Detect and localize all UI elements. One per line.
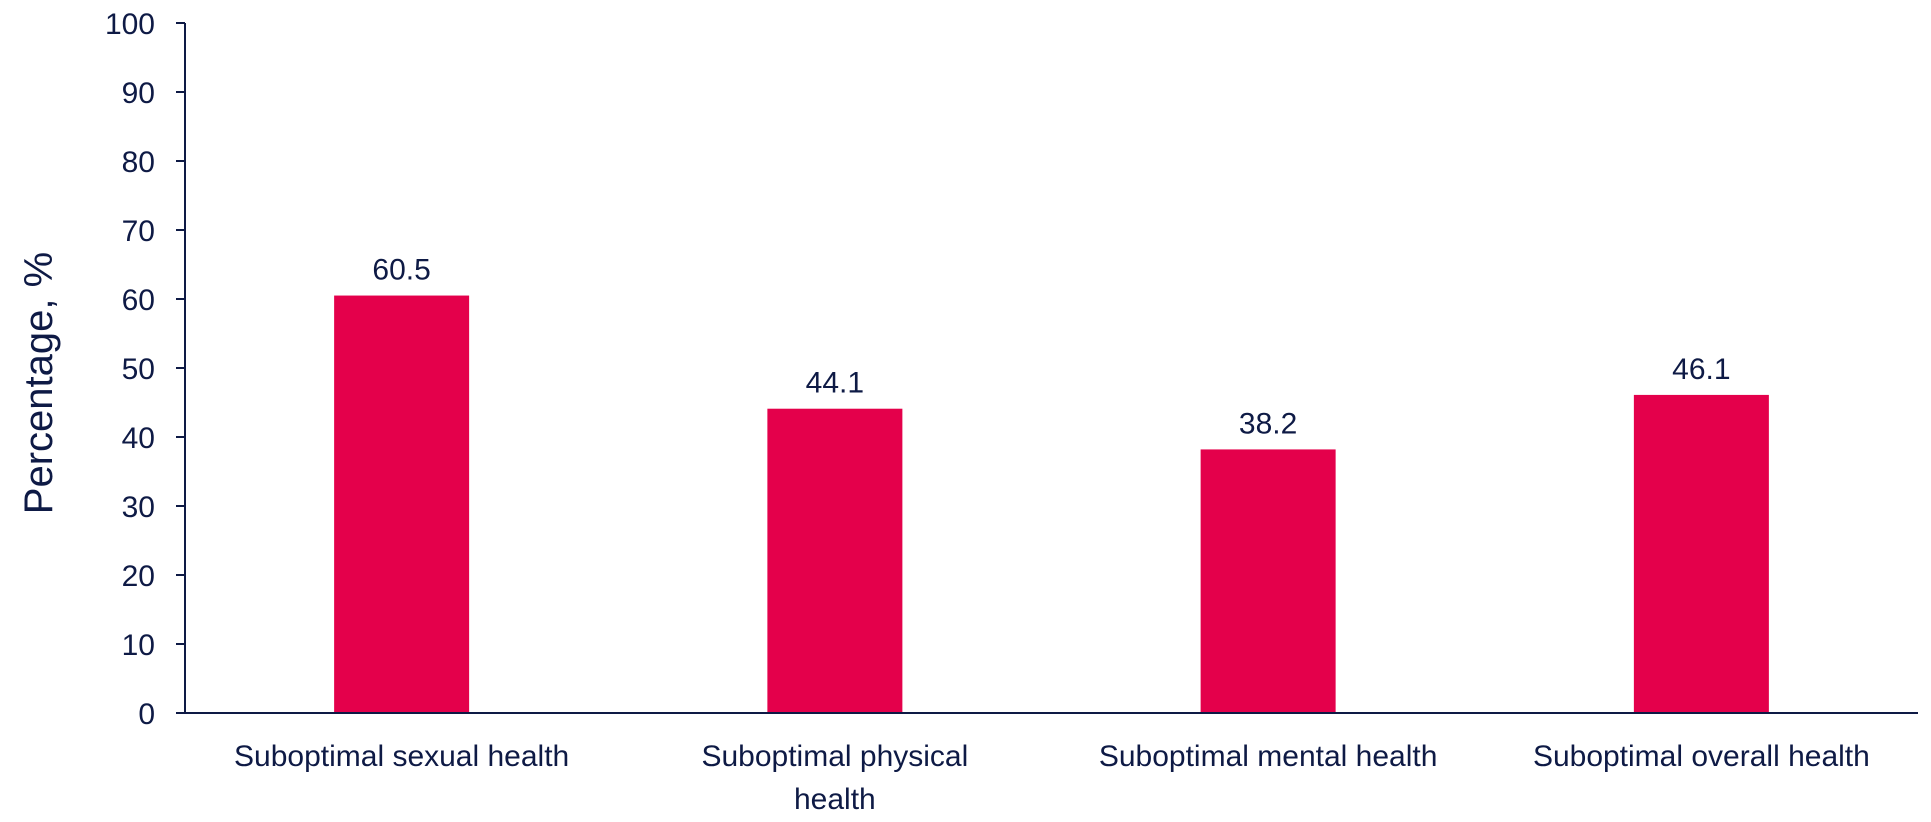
y-tick-label: 60 <box>122 284 155 317</box>
y-tick-label: 90 <box>122 77 155 110</box>
bars-group <box>334 295 1769 713</box>
bar <box>767 408 903 713</box>
y-tick-label: 40 <box>122 422 155 455</box>
y-tick-label: 20 <box>122 560 155 593</box>
y-tick-label: 0 <box>138 698 155 731</box>
data-label: 38.2 <box>1239 407 1297 440</box>
y-tick-label: 80 <box>122 146 155 179</box>
bar <box>1633 394 1769 713</box>
x-tick-label: Suboptimal physical health <box>701 740 968 816</box>
x-tick-label: Suboptimal mental health <box>1099 740 1438 773</box>
y-axis-ticks: 0 10 20 30 40 50 60 70 80 90 100 <box>105 8 185 731</box>
y-tick-label: 70 <box>122 215 155 248</box>
y-tick-label: 30 <box>122 491 155 524</box>
data-label: 44.1 <box>806 367 864 400</box>
x-tick-label: Suboptimal sexual health <box>234 740 569 773</box>
data-labels-group: 60.5 44.1 38.2 46.1 <box>372 254 1730 441</box>
bar <box>334 295 470 713</box>
y-axis-label: Percentage, % <box>17 252 61 514</box>
data-label: 60.5 <box>372 254 430 287</box>
y-tick-label: 100 <box>105 8 155 41</box>
y-tick-label: 50 <box>122 353 155 386</box>
data-label: 46.1 <box>1672 353 1730 386</box>
bar <box>1200 449 1336 713</box>
x-axis-tick-labels: Suboptimal sexual health Suboptimal physi… <box>234 740 1870 816</box>
y-tick-label: 10 <box>122 629 155 662</box>
x-tick-label: Suboptimal overall health <box>1533 740 1870 773</box>
